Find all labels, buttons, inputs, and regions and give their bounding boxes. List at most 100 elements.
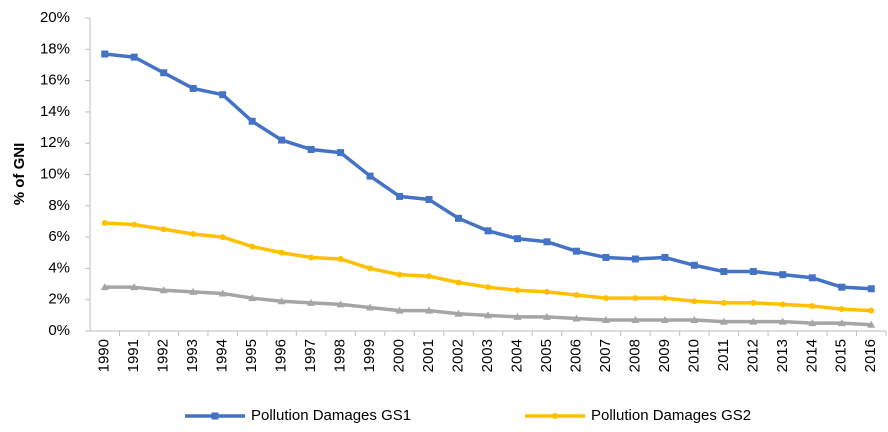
series-line (104, 221, 872, 313)
x-tick-label: 2014 (803, 339, 820, 372)
x-tick-label: 2016 (862, 339, 879, 372)
point-marker (396, 271, 403, 278)
point-marker (837, 319, 846, 327)
point-marker (867, 320, 876, 328)
point-marker (131, 221, 138, 228)
point-marker (750, 299, 757, 306)
x-tick-label: 1998 (332, 339, 349, 372)
x-tick-label: 2015 (833, 339, 850, 372)
x-tick-label: 2002 (449, 339, 466, 372)
y-tick-label: 6% (48, 228, 70, 245)
point-marker (572, 247, 580, 255)
point-marker (720, 268, 728, 276)
point-marker (660, 316, 669, 324)
x-tick-label: 1995 (243, 339, 260, 372)
point-marker (867, 285, 875, 293)
x-tick-label: 1996 (273, 339, 290, 372)
x-tick-label: 1990 (96, 339, 113, 372)
point-marker (838, 283, 846, 291)
point-marker (868, 307, 875, 314)
point-marker (602, 295, 609, 302)
x-tick-label: 2004 (508, 339, 525, 372)
point-marker (249, 243, 256, 250)
y-tick-label: 12% (40, 134, 70, 151)
point-marker (601, 316, 610, 324)
point-marker (278, 136, 286, 144)
x-tick-label: 2003 (479, 339, 496, 372)
point-marker (514, 287, 521, 294)
point-marker (661, 253, 669, 261)
x-tick-label: 1994 (214, 339, 231, 372)
point-marker (367, 265, 374, 272)
x-tick-label: 2013 (774, 339, 791, 372)
point-marker (337, 256, 344, 263)
point-marker (159, 286, 168, 294)
point-marker (426, 273, 433, 280)
series-line (104, 285, 872, 327)
point-marker (838, 306, 845, 313)
point-marker (130, 283, 139, 291)
point-marker (602, 253, 610, 261)
x-tick-label: 1992 (155, 339, 172, 372)
point-marker (572, 314, 581, 322)
point-marker (219, 91, 227, 99)
point-marker (661, 295, 668, 302)
y-tick-label: 4% (48, 259, 70, 276)
point-marker (543, 288, 550, 295)
x-tick-label: 2001 (420, 339, 437, 372)
point-marker (366, 303, 375, 311)
point-marker (307, 145, 315, 153)
legend-marker (552, 413, 558, 419)
point-marker (485, 284, 491, 291)
x-tick-label: 1999 (361, 339, 378, 372)
point-marker (425, 306, 434, 314)
point-marker (337, 149, 345, 157)
point-marker (631, 255, 639, 263)
point-marker (366, 172, 374, 180)
point-marker (484, 227, 492, 235)
x-tick-label: 2006 (567, 339, 584, 372)
point-marker (484, 311, 492, 319)
point-marker (632, 295, 639, 302)
x-tick-label: 2000 (391, 339, 408, 372)
y-tick-label: 10% (40, 165, 70, 182)
x-tick-label: 2007 (597, 339, 614, 372)
point-marker (690, 261, 698, 269)
x-tick-label: 2012 (744, 339, 761, 372)
point-marker (278, 249, 285, 256)
x-tick-label: 2005 (538, 339, 555, 372)
point-marker (218, 289, 227, 297)
point-marker (189, 84, 197, 92)
x-tick-label: 2011 (715, 339, 732, 371)
point-marker (719, 317, 728, 325)
point-marker (809, 302, 816, 309)
point-marker (101, 220, 108, 227)
point-marker (190, 230, 197, 237)
point-marker (455, 279, 462, 286)
point-marker (189, 287, 198, 295)
legend-marker (211, 412, 219, 420)
point-marker (720, 299, 727, 306)
point-marker (100, 283, 109, 291)
y-axis-label: % of GNI (11, 143, 28, 206)
point-marker (455, 214, 463, 222)
point-marker (248, 117, 256, 125)
point-marker (336, 300, 345, 308)
point-marker (396, 192, 404, 200)
point-marker (779, 301, 786, 308)
point-marker (308, 254, 315, 261)
x-tick-label: 1997 (302, 339, 319, 372)
series-line (104, 52, 872, 291)
x-tick-label: 2009 (656, 339, 673, 372)
point-marker (691, 298, 698, 305)
point-marker (513, 312, 522, 320)
point-marker (248, 294, 257, 302)
point-marker (160, 69, 168, 77)
point-marker (573, 292, 580, 299)
y-tick-label: 2% (48, 291, 70, 308)
point-marker (130, 53, 138, 61)
y-tick-label: 8% (48, 197, 70, 214)
x-tick-label: 2008 (626, 339, 643, 372)
x-tick-label: 1991 (125, 339, 142, 372)
